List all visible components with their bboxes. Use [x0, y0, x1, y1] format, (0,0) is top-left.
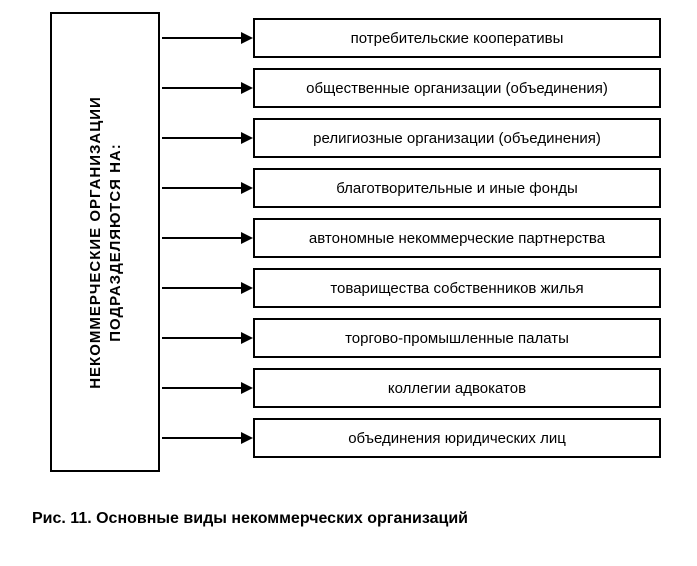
arrow-shaft: [162, 187, 241, 189]
arrow-shaft: [162, 387, 241, 389]
arrow-shaft: [162, 87, 241, 89]
source-label-line2: ПОДРАЗДЕЛЯЮТСЯ НА:: [105, 96, 125, 389]
arrow-head-icon: [241, 382, 253, 394]
target-label: религиозные организации (объединения): [313, 130, 601, 147]
target-box: объединения юридических лиц: [253, 418, 661, 458]
target-box: религиозные организации (объединения): [253, 118, 661, 158]
target-label: торгово-промышленные палаты: [345, 330, 569, 347]
target-label: благотворительные и иные фонды: [336, 180, 578, 197]
arrow-head-icon: [241, 182, 253, 194]
arrow-head-icon: [241, 132, 253, 144]
arrow-head-icon: [241, 282, 253, 294]
arrow-shaft: [162, 287, 241, 289]
arrow-shaft: [162, 337, 241, 339]
target-label: коллегии адвокатов: [388, 380, 526, 397]
arrow-head-icon: [241, 82, 253, 94]
target-label: потребительские кооперативы: [351, 30, 564, 47]
arrow-shaft: [162, 137, 241, 139]
source-box: НЕКОММЕРЧЕСКИЕ ОРГАНИЗАЦИИ ПОДРАЗДЕЛЯЮТС…: [50, 12, 160, 472]
source-label: НЕКОММЕРЧЕСКИЕ ОРГАНИЗАЦИИ ПОДРАЗДЕЛЯЮТС…: [86, 96, 125, 389]
target-box: коллегии адвокатов: [253, 368, 661, 408]
arrow-head-icon: [241, 432, 253, 444]
target-box: торгово-промышленные палаты: [253, 318, 661, 358]
target-label: объединения юридических лиц: [348, 430, 566, 447]
target-label: общественные организации (объединения): [306, 80, 608, 97]
target-label: автономные некоммерческие партнерства: [309, 230, 605, 247]
target-box: товарищества собственников жилья: [253, 268, 661, 308]
source-label-line1: НЕКОММЕРЧЕСКИЕ ОРГАНИЗАЦИИ: [86, 96, 106, 389]
target-box: потребительские кооперативы: [253, 18, 661, 58]
target-box: благотворительные и иные фонды: [253, 168, 661, 208]
arrow-head-icon: [241, 332, 253, 344]
arrow-shaft: [162, 437, 241, 439]
arrow-head-icon: [241, 32, 253, 44]
target-box: общественные организации (объединения): [253, 68, 661, 108]
arrow-head-icon: [241, 232, 253, 244]
figure-caption: Рис. 11. Основные виды некоммерческих ор…: [32, 510, 468, 528]
target-label: товарищества собственников жилья: [330, 280, 583, 297]
diagram-canvas: НЕКОММЕРЧЕСКИЕ ОРГАНИЗАЦИИ ПОДРАЗДЕЛЯЮТС…: [0, 0, 697, 566]
arrow-shaft: [162, 37, 241, 39]
target-box: автономные некоммерческие партнерства: [253, 218, 661, 258]
arrow-shaft: [162, 237, 241, 239]
